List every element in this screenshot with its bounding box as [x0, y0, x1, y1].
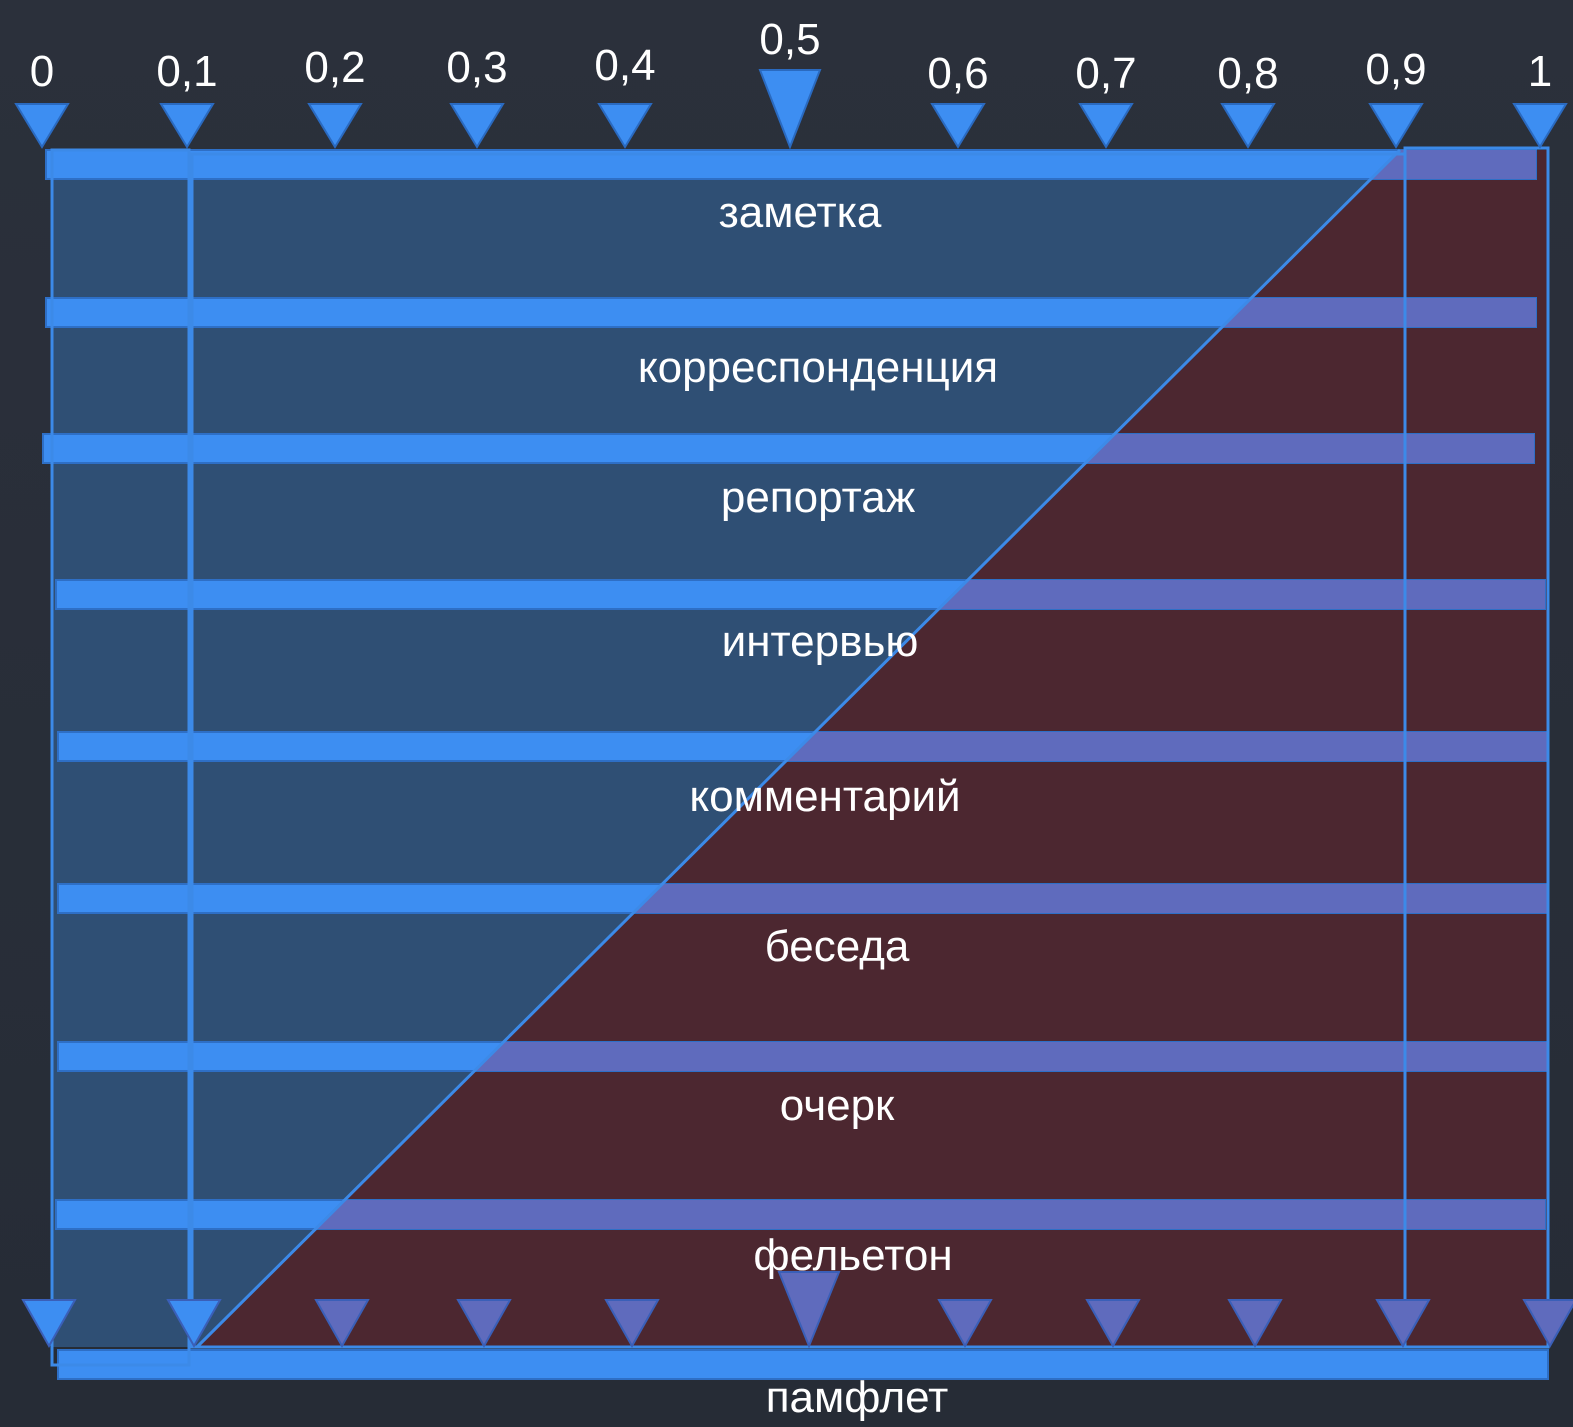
top-scale-markers — [14, 69, 1568, 150]
scale-tick-label: 0,3 — [446, 43, 507, 92]
scale-marker-icon — [604, 1299, 660, 1349]
scale-marker-icon — [1522, 1299, 1573, 1349]
bottom-scale-markers — [21, 1271, 1573, 1349]
scale-tick-label: 0,6 — [927, 49, 988, 98]
scale-tick-label: 0 — [30, 47, 54, 96]
scale-tick-label: 0,8 — [1217, 49, 1278, 98]
scale-tick-label: 0,5 — [759, 15, 820, 64]
scale-marker-icon — [777, 1271, 841, 1349]
scale-marker-icon — [1085, 1299, 1141, 1349]
region-outlines — [50, 146, 1550, 1367]
scale-marker-icon — [14, 103, 70, 149]
scale-marker-icon — [159, 103, 215, 149]
scale-tick-labels: 0 0,1 0,2 0,3 0,4 0,5 0,6 0,7 0,8 0,9 1 — [30, 15, 1552, 98]
genre-label: заметка — [719, 188, 882, 237]
right-outline — [1403, 146, 1550, 1349]
scale-marker-icon — [1368, 103, 1424, 149]
scale-marker-icon — [456, 1299, 512, 1349]
genre-labels: заметка корреспонденция репортаж интервью ко… — [638, 188, 998, 1422]
scale-marker-icon — [21, 1299, 77, 1349]
genre-label: памфлет — [766, 1373, 949, 1422]
scale-marker-icon — [307, 103, 363, 149]
diagonal-line — [195, 148, 1402, 1349]
scale-tick-label: 1 — [1528, 47, 1552, 96]
scale-marker-icon — [449, 103, 505, 149]
scale-marker-icon — [1512, 103, 1568, 149]
scale-marker-icon — [166, 1299, 222, 1349]
scale-tick-label: 0,4 — [594, 41, 655, 90]
scale-tick-label: 0,7 — [1075, 49, 1136, 98]
genre-label: очерк — [780, 1081, 895, 1130]
genre-label: репортаж — [721, 473, 916, 522]
scale-marker-icon — [937, 1299, 993, 1349]
scale-marker-icon — [930, 103, 986, 149]
scale-marker-icon — [314, 1299, 370, 1349]
scale-tick-label: 0,1 — [156, 47, 217, 96]
scale-marker-icon — [1227, 1299, 1283, 1349]
left-outline — [50, 148, 191, 1367]
genre-bar-bottom — [57, 1349, 1549, 1380]
genre-label: интервью — [722, 617, 919, 666]
scale-marker-icon — [1078, 103, 1134, 149]
genre-label: комментарий — [689, 772, 960, 821]
scale-marker-icon — [1375, 1299, 1431, 1349]
genre-bar-tinted — [197, 1200, 1545, 1229]
genre-label: беседа — [765, 922, 910, 971]
scale-marker-icon — [1220, 103, 1276, 149]
scale-tick-label: 0,9 — [1365, 45, 1426, 94]
genre-label: корреспонденция — [638, 343, 998, 392]
scale-tick-label: 0,2 — [304, 43, 365, 92]
genre-label: фельетон — [753, 1231, 952, 1280]
scale-marker-icon — [597, 103, 653, 149]
scale-marker-icon — [758, 69, 822, 150]
